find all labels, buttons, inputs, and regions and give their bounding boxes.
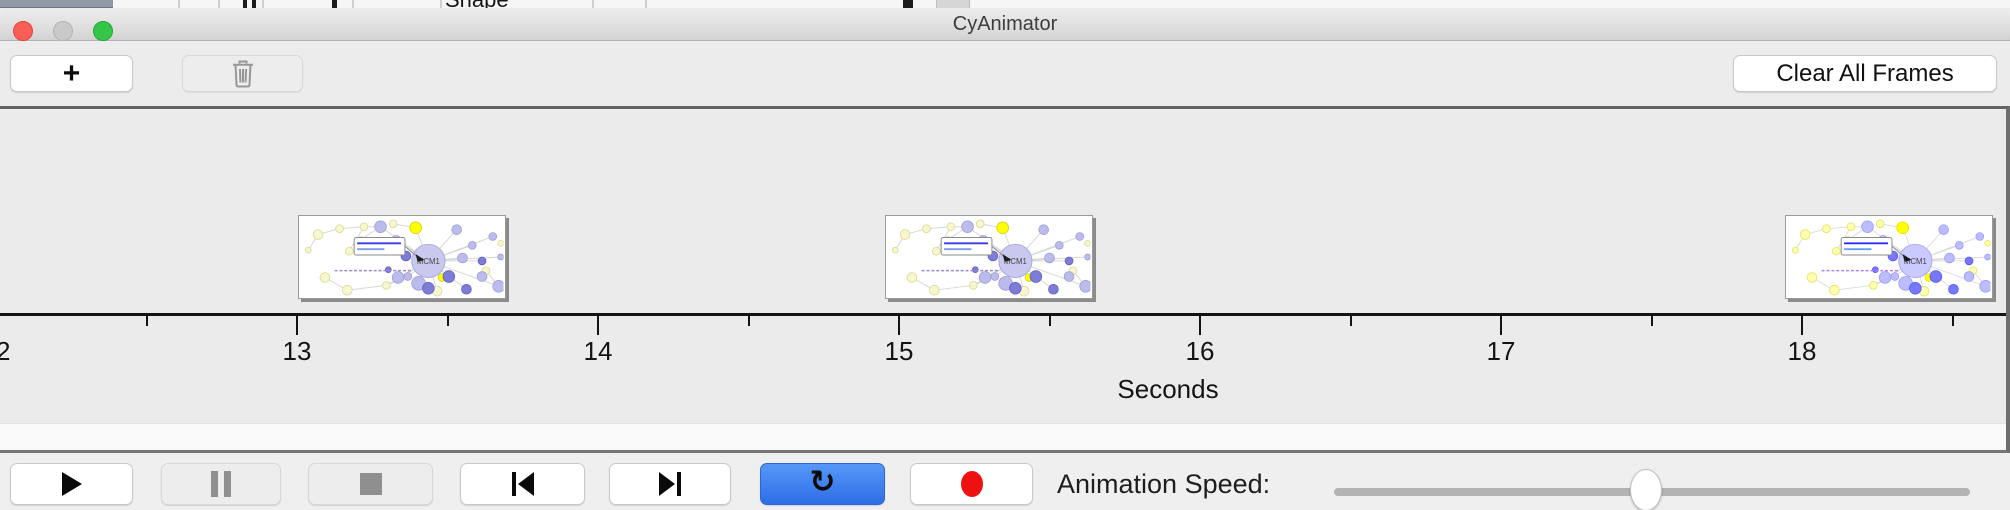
pause-icon <box>211 471 231 497</box>
timeline-scrollbar[interactable] <box>0 423 2006 450</box>
minor-tick <box>446 316 449 326</box>
background-glyph <box>332 0 337 8</box>
skip-to-start-icon <box>511 472 534 496</box>
tick-label: 18 <box>1787 336 1817 366</box>
tick-label: 17 <box>1486 336 1516 366</box>
major-tick <box>1801 316 1803 335</box>
frame-thumbnail[interactable] <box>298 215 506 299</box>
background-divider <box>218 0 220 8</box>
background-divider <box>352 0 354 8</box>
minor-tick <box>1349 316 1352 326</box>
loop-button[interactable]: ↻ <box>760 463 885 505</box>
trash-icon <box>232 60 253 87</box>
titlebar: CyAnimator <box>0 8 2010 41</box>
tick-label: 15 <box>884 336 914 366</box>
major-tick <box>597 316 599 335</box>
minimize-button[interactable] <box>53 21 73 41</box>
background-glyph <box>243 0 247 8</box>
close-button[interactable] <box>13 21 33 41</box>
background-window-sliver: Shape <box>0 0 2010 8</box>
network-thumbnail-image <box>299 216 505 298</box>
background-glyph <box>903 0 913 8</box>
background-window-fragment <box>0 0 113 8</box>
stop-button[interactable] <box>308 463 433 505</box>
network-thumbnail-image <box>886 216 1092 298</box>
record-icon <box>960 471 983 497</box>
skip-to-end-icon <box>659 472 681 496</box>
background-divider <box>592 0 594 8</box>
play-button[interactable] <box>10 463 133 505</box>
tick-label: 12 <box>0 336 11 366</box>
background-divider <box>440 0 442 8</box>
background-divider <box>178 0 180 8</box>
add-frame-button[interactable]: + <box>10 55 133 92</box>
network-thumbnail-image <box>1786 216 1992 298</box>
frame-thumbnail[interactable] <box>885 215 1093 299</box>
clear-all-frames-button[interactable]: Clear All Frames <box>1733 55 1997 92</box>
tick-label: 14 <box>583 336 613 366</box>
minor-tick <box>1650 316 1653 326</box>
playback-controls: ↻ Animation Speed: <box>0 453 2010 510</box>
major-tick <box>1500 316 1502 335</box>
loop-icon: ↻ <box>809 463 836 500</box>
animation-speed-slider-knob[interactable] <box>1630 469 1662 510</box>
play-icon <box>61 472 82 496</box>
animation-speed-label: Animation Speed: <box>1057 469 1271 499</box>
major-tick <box>296 316 298 335</box>
plus-icon: + <box>62 56 81 90</box>
background-glyph <box>252 0 256 8</box>
zoom-button[interactable] <box>93 21 113 41</box>
tick-label: 16 <box>1185 336 1215 366</box>
minor-tick <box>1048 316 1051 326</box>
window-title: CyAnimator <box>952 13 1058 35</box>
skip-to-start-button[interactable] <box>460 463 585 505</box>
background-fragment <box>936 0 970 8</box>
minor-tick <box>145 316 148 326</box>
major-tick <box>1199 316 1201 335</box>
major-tick <box>898 316 900 335</box>
stop-icon <box>359 473 382 495</box>
background-divider <box>262 0 264 8</box>
timeline-ruler <box>0 313 2006 316</box>
record-button[interactable] <box>910 463 1033 505</box>
background-divider <box>645 0 647 8</box>
delete-frame-button[interactable] <box>182 55 303 92</box>
frame-thumbnail[interactable] <box>1785 215 1993 299</box>
minor-tick <box>747 316 750 326</box>
axis-title: Seconds <box>1117 374 1219 404</box>
skip-to-end-button[interactable] <box>609 463 731 505</box>
tick-label: 13 <box>282 336 312 366</box>
background-shape-label: Shape <box>445 0 509 8</box>
pause-button[interactable] <box>161 463 281 505</box>
minor-tick <box>1951 316 1954 326</box>
toolbar: + Clear All Frames <box>0 41 2010 106</box>
